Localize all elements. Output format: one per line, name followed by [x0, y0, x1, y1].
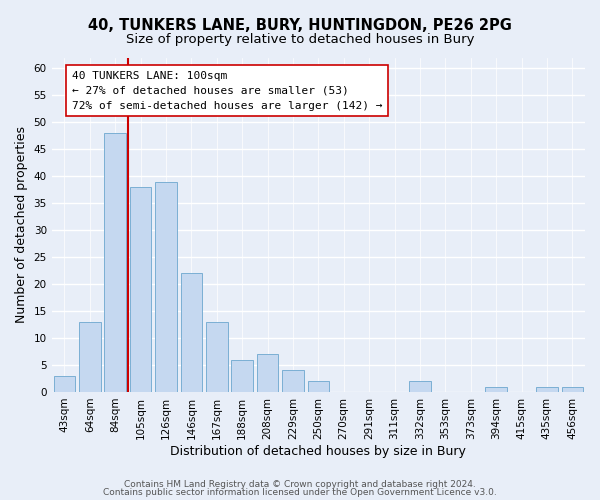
Bar	[53, 376, 75, 392]
Bar	[79, 322, 101, 392]
Text: Size of property relative to detached houses in Bury: Size of property relative to detached ho…	[126, 32, 474, 46]
Text: Contains HM Land Registry data © Crown copyright and database right 2024.: Contains HM Land Registry data © Crown c…	[124, 480, 476, 489]
Text: Contains public sector information licensed under the Open Government Licence v3: Contains public sector information licen…	[103, 488, 497, 497]
Bar	[155, 182, 177, 392]
X-axis label: Distribution of detached houses by size in Bury: Distribution of detached houses by size …	[170, 444, 466, 458]
Bar	[257, 354, 278, 392]
Bar	[536, 386, 557, 392]
Text: 40, TUNKERS LANE, BURY, HUNTINGDON, PE26 2PG: 40, TUNKERS LANE, BURY, HUNTINGDON, PE26…	[88, 18, 512, 32]
Bar	[232, 360, 253, 392]
Bar	[206, 322, 227, 392]
Bar	[308, 381, 329, 392]
Y-axis label: Number of detached properties: Number of detached properties	[15, 126, 28, 323]
Bar	[562, 386, 583, 392]
Bar	[485, 386, 507, 392]
Bar	[409, 381, 431, 392]
Text: 40 TUNKERS LANE: 100sqm
← 27% of detached houses are smaller (53)
72% of semi-de: 40 TUNKERS LANE: 100sqm ← 27% of detache…	[72, 71, 382, 110]
Bar	[104, 133, 126, 392]
Bar	[282, 370, 304, 392]
Bar	[181, 274, 202, 392]
Bar	[130, 187, 151, 392]
